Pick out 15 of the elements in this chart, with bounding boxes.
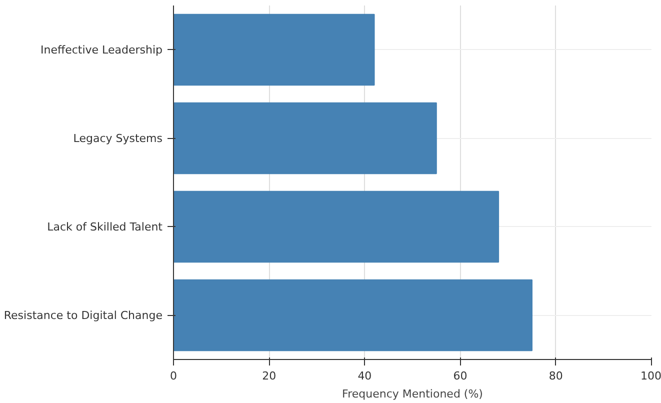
x-tick-label: 80 <box>548 370 563 382</box>
bar <box>174 190 500 263</box>
x-tick-label: 100 <box>640 370 661 382</box>
bar <box>174 14 375 86</box>
y-tick-label: Lack of Skilled Talent <box>47 220 164 234</box>
x-tick-label: 60 <box>453 370 468 382</box>
y-tick-label: Legacy Systems <box>73 132 163 145</box>
x-axis-title: Frequency Mentioned (%) <box>342 388 483 400</box>
bar <box>174 279 532 352</box>
bar <box>174 102 437 174</box>
x-tick-label: 20 <box>262 370 276 382</box>
y-tick-label: Ineffective Leadership <box>40 43 163 56</box>
x-tick-label: 40 <box>358 370 372 382</box>
x-tick-label: 0 <box>170 370 177 382</box>
y-tick-label: Resistance to Digital Change <box>4 308 163 322</box>
